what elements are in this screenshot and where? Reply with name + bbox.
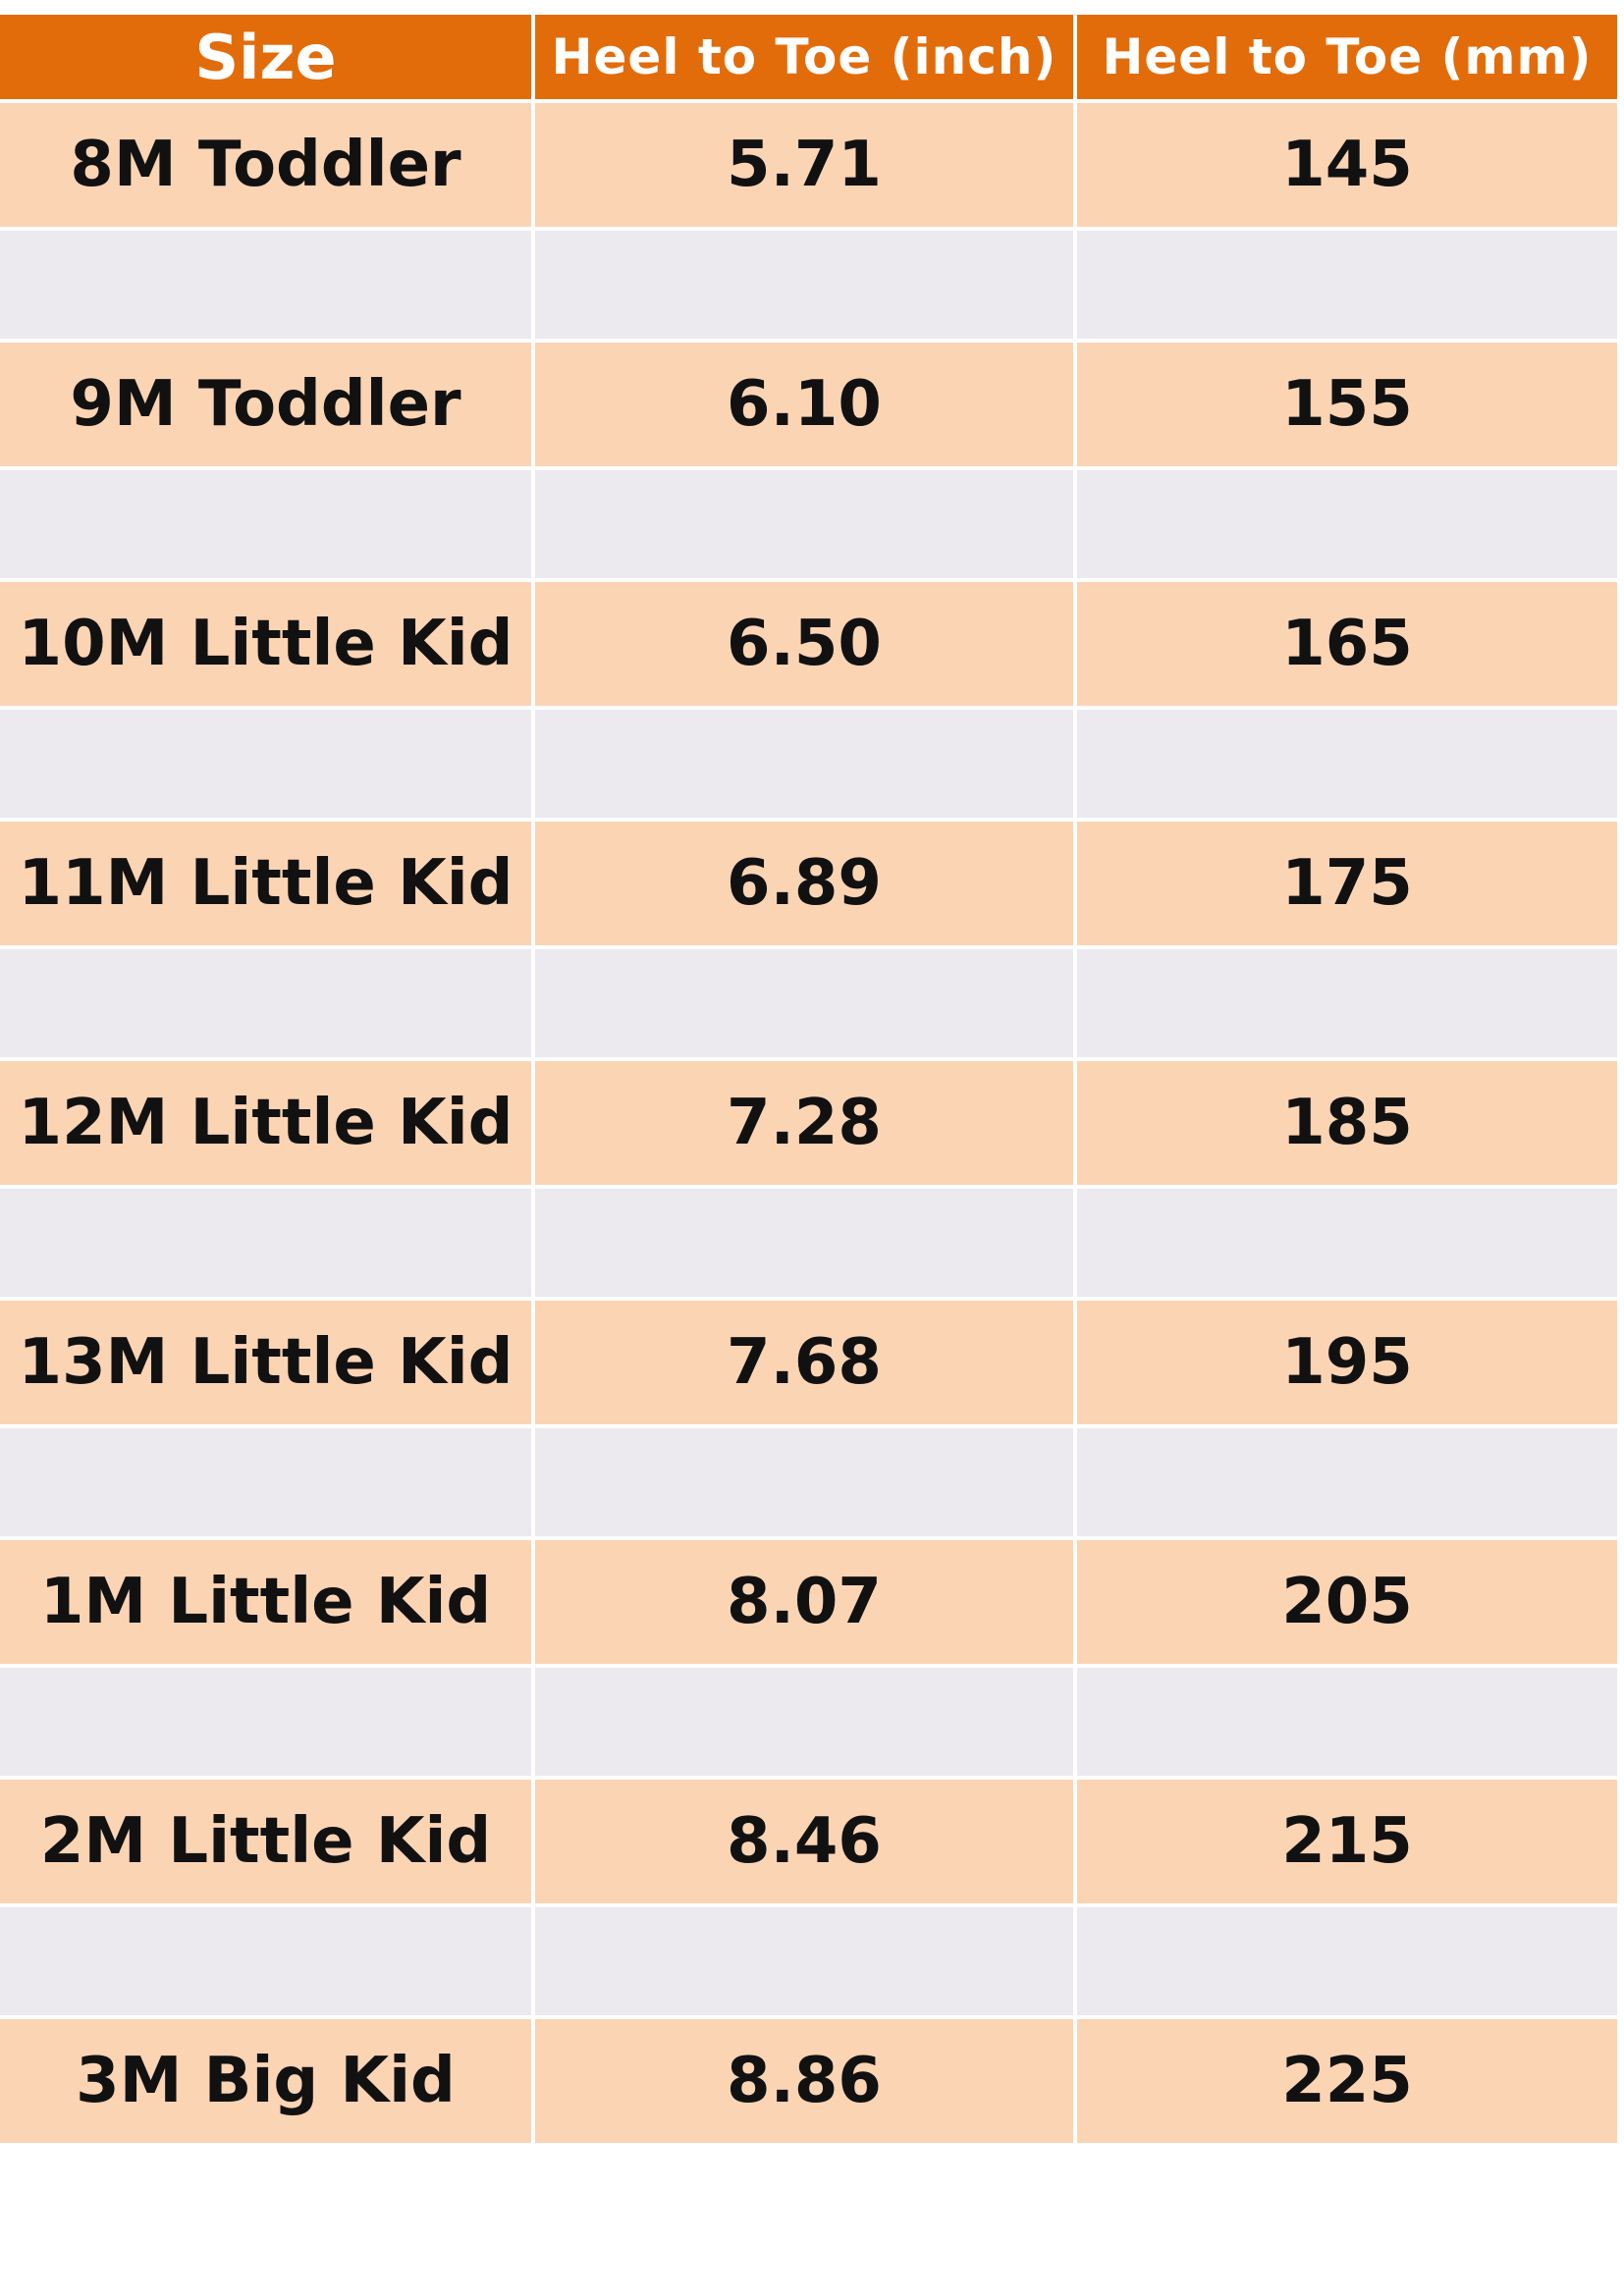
spacer-row bbox=[0, 470, 1617, 578]
table-row: 10M Little Kid 6.50 165 bbox=[0, 582, 1617, 706]
size-cell: 9M Toddler bbox=[0, 343, 531, 466]
size-chart-table: Size Heel to Toe (inch) Heel to Toe (mm)… bbox=[0, 11, 1621, 2147]
spacer-cell bbox=[0, 470, 531, 578]
size-cell: 8M Toddler bbox=[0, 103, 531, 227]
table-row: 11M Little Kid 6.89 175 bbox=[0, 822, 1617, 945]
spacer-cell bbox=[0, 1189, 531, 1297]
inch-cell: 8.07 bbox=[535, 1540, 1073, 1664]
spacer-cell bbox=[1077, 949, 1617, 1057]
mm-cell: 155 bbox=[1077, 343, 1617, 466]
spacer-cell bbox=[0, 710, 531, 818]
spacer-row bbox=[0, 231, 1617, 339]
spacer-cell bbox=[1077, 231, 1617, 339]
mm-cell: 145 bbox=[1077, 103, 1617, 227]
inch-cell: 8.86 bbox=[535, 2019, 1073, 2143]
size-cell: 11M Little Kid bbox=[0, 822, 531, 945]
mm-cell: 175 bbox=[1077, 822, 1617, 945]
spacer-cell bbox=[0, 1668, 531, 1776]
mm-cell: 165 bbox=[1077, 582, 1617, 706]
spacer-cell bbox=[0, 231, 531, 339]
table-row: 12M Little Kid 7.28 185 bbox=[0, 1061, 1617, 1185]
table-row: 1M Little Kid 8.07 205 bbox=[0, 1540, 1617, 1664]
spacer-row bbox=[0, 710, 1617, 818]
size-cell: 13M Little Kid bbox=[0, 1301, 531, 1424]
mm-cell: 225 bbox=[1077, 2019, 1617, 2143]
spacer-cell bbox=[1077, 1668, 1617, 1776]
size-cell: 2M Little Kid bbox=[0, 1780, 531, 1903]
size-cell: 12M Little Kid bbox=[0, 1061, 531, 1185]
inch-cell: 8.46 bbox=[535, 1780, 1073, 1903]
spacer-cell bbox=[535, 1907, 1073, 2015]
spacer-cell bbox=[535, 710, 1073, 818]
spacer-row bbox=[0, 1668, 1617, 1776]
inch-cell: 7.68 bbox=[535, 1301, 1073, 1424]
table-row: 9M Toddler 6.10 155 bbox=[0, 343, 1617, 466]
spacer-cell bbox=[1077, 1189, 1617, 1297]
inch-cell: 6.10 bbox=[535, 343, 1073, 466]
spacer-cell bbox=[535, 1189, 1073, 1297]
spacer-cell bbox=[1077, 470, 1617, 578]
spacer-cell bbox=[535, 231, 1073, 339]
size-cell: 1M Little Kid bbox=[0, 1540, 531, 1664]
mm-cell: 205 bbox=[1077, 1540, 1617, 1664]
inch-cell: 6.89 bbox=[535, 822, 1073, 945]
spacer-row bbox=[0, 1907, 1617, 2015]
mm-cell: 195 bbox=[1077, 1301, 1617, 1424]
header-heel-to-toe-mm: Heel to Toe (mm) bbox=[1077, 15, 1617, 99]
spacer-row bbox=[0, 949, 1617, 1057]
table-row: 13M Little Kid 7.68 195 bbox=[0, 1301, 1617, 1424]
header-heel-to-toe-inch: Heel to Toe (inch) bbox=[535, 15, 1073, 99]
spacer-cell bbox=[535, 1668, 1073, 1776]
size-cell: 10M Little Kid bbox=[0, 582, 531, 706]
table-row: 8M Toddler 5.71 145 bbox=[0, 103, 1617, 227]
header-row: Size Heel to Toe (inch) Heel to Toe (mm) bbox=[0, 15, 1617, 99]
mm-cell: 185 bbox=[1077, 1061, 1617, 1185]
spacer-row bbox=[0, 1189, 1617, 1297]
spacer-cell bbox=[1077, 710, 1617, 818]
spacer-row bbox=[0, 1428, 1617, 1536]
mm-cell: 215 bbox=[1077, 1780, 1617, 1903]
spacer-cell bbox=[535, 470, 1073, 578]
inch-cell: 7.28 bbox=[535, 1061, 1073, 1185]
table-row: 2M Little Kid 8.46 215 bbox=[0, 1780, 1617, 1903]
spacer-cell bbox=[0, 1428, 531, 1536]
inch-cell: 6.50 bbox=[535, 582, 1073, 706]
spacer-cell bbox=[0, 1907, 531, 2015]
size-cell: 3M Big Kid bbox=[0, 2019, 531, 2143]
table-row: 3M Big Kid 8.86 225 bbox=[0, 2019, 1617, 2143]
spacer-cell bbox=[0, 949, 531, 1057]
spacer-cell bbox=[535, 949, 1073, 1057]
spacer-cell bbox=[1077, 1428, 1617, 1536]
spacer-cell bbox=[535, 1428, 1073, 1536]
spacer-cell bbox=[1077, 1907, 1617, 2015]
inch-cell: 5.71 bbox=[535, 103, 1073, 227]
header-size: Size bbox=[0, 15, 531, 99]
